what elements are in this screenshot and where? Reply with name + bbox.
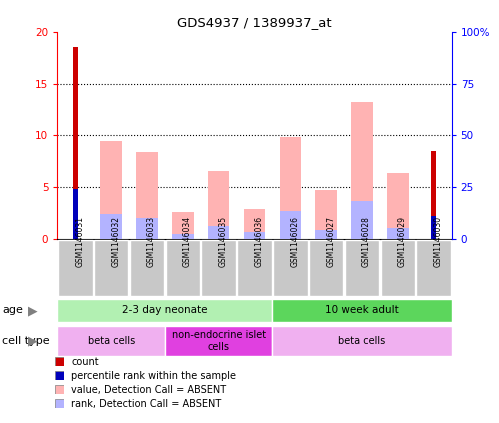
Bar — [208, 225, 230, 239]
FancyBboxPatch shape — [94, 239, 128, 296]
FancyBboxPatch shape — [58, 239, 92, 296]
Text: 2-3 day neonate: 2-3 day neonate — [122, 305, 208, 316]
Bar — [351, 102, 373, 239]
Bar — [73, 47, 78, 239]
Bar — [100, 140, 122, 239]
FancyBboxPatch shape — [165, 326, 272, 356]
Bar — [315, 190, 337, 239]
FancyBboxPatch shape — [202, 239, 236, 296]
Text: GSM1146029: GSM1146029 — [398, 216, 407, 267]
Bar — [244, 209, 265, 239]
Bar — [279, 211, 301, 239]
Text: GSM1146036: GSM1146036 — [254, 216, 263, 267]
Text: non-endocrine islet
cells: non-endocrine islet cells — [172, 330, 265, 352]
Text: GSM1146032: GSM1146032 — [111, 216, 120, 267]
FancyBboxPatch shape — [417, 239, 451, 296]
Text: cell type: cell type — [2, 336, 50, 346]
FancyBboxPatch shape — [345, 239, 379, 296]
FancyBboxPatch shape — [381, 239, 415, 296]
Text: GSM1146035: GSM1146035 — [219, 216, 228, 267]
Bar — [279, 137, 301, 239]
Text: GSM1146028: GSM1146028 — [362, 217, 371, 267]
Text: rank, Detection Call = ABSENT: rank, Detection Call = ABSENT — [71, 399, 222, 409]
FancyBboxPatch shape — [273, 239, 307, 296]
FancyBboxPatch shape — [57, 299, 272, 322]
Bar — [431, 151, 436, 239]
Bar — [136, 218, 158, 239]
Text: count: count — [71, 357, 99, 367]
Text: beta cells: beta cells — [87, 336, 135, 346]
Bar — [208, 170, 230, 239]
Text: ▶: ▶ — [27, 304, 37, 317]
Bar — [100, 214, 122, 239]
Text: GSM1146031: GSM1146031 — [75, 216, 84, 267]
Text: GSM1146026: GSM1146026 — [290, 216, 299, 267]
FancyBboxPatch shape — [130, 239, 164, 296]
Text: GSM1146030: GSM1146030 — [434, 216, 443, 267]
Bar — [351, 201, 373, 239]
Bar — [73, 189, 78, 239]
Bar — [136, 152, 158, 239]
Bar — [244, 232, 265, 239]
Title: GDS4937 / 1389937_at: GDS4937 / 1389937_at — [177, 16, 332, 29]
FancyBboxPatch shape — [238, 239, 271, 296]
FancyBboxPatch shape — [272, 299, 452, 322]
Bar — [172, 234, 194, 239]
Text: GSM1146034: GSM1146034 — [183, 216, 192, 267]
Text: percentile rank within the sample: percentile rank within the sample — [71, 371, 237, 381]
Text: value, Detection Call = ABSENT: value, Detection Call = ABSENT — [71, 385, 227, 395]
Text: GSM1146027: GSM1146027 — [326, 216, 335, 267]
FancyBboxPatch shape — [309, 239, 343, 296]
FancyBboxPatch shape — [57, 326, 165, 356]
FancyBboxPatch shape — [272, 326, 452, 356]
Text: beta cells: beta cells — [338, 336, 386, 346]
Bar — [387, 228, 409, 239]
FancyBboxPatch shape — [166, 239, 200, 296]
Text: 10 week adult: 10 week adult — [325, 305, 399, 316]
Bar — [387, 173, 409, 239]
Bar — [431, 216, 436, 239]
Bar — [315, 230, 337, 239]
Bar — [172, 212, 194, 239]
Text: age: age — [2, 305, 23, 316]
Text: GSM1146033: GSM1146033 — [147, 216, 156, 267]
Text: ▶: ▶ — [27, 335, 37, 347]
